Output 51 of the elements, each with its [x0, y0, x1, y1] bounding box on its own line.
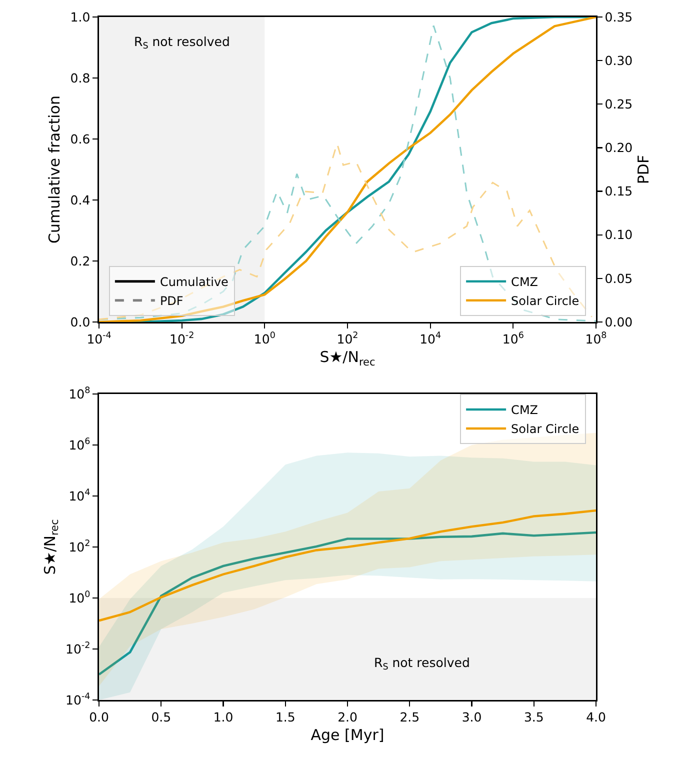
- x-tick-label: 10$^{-4}$: [86, 331, 112, 346]
- y2-tick-label: 0.15: [604, 184, 633, 199]
- y2-tick-label: 0.25: [604, 96, 633, 112]
- y2-axis-title: PDF: [634, 154, 653, 184]
- y-tick-label: 10$^{2}$: [68, 539, 90, 554]
- x-tick-label: 2.5: [400, 709, 420, 724]
- legend-label: Solar Circle: [511, 422, 580, 436]
- x-tick-label: 1.0: [213, 709, 234, 724]
- y2-tick-label: 0.20: [604, 140, 633, 156]
- y-tick-label: 0.2: [70, 253, 90, 268]
- y-tick-label: 10$^{0}$: [68, 590, 90, 606]
- x-tick-label: 10$^{2}$: [336, 331, 358, 346]
- y-axis-title: Cumulative fraction: [46, 95, 64, 244]
- legend-label: Solar Circle: [511, 294, 580, 308]
- x-tick-label: 10$^{6}$: [502, 331, 524, 346]
- y-tick-label: 0.8: [70, 70, 90, 86]
- y2-tick-label: 0.30: [604, 52, 633, 68]
- x-tick-label: 10$^{4}$: [420, 331, 442, 346]
- y-tick-label: 10$^{8}$: [68, 386, 90, 402]
- y2-tick-label: 0.10: [604, 227, 633, 242]
- x-tick-label: 2.0: [338, 709, 358, 724]
- x-tick-label: 0.5: [151, 709, 172, 724]
- legend-label: Cumulative: [160, 275, 228, 290]
- x-tick-label: 10$^{-2}$: [170, 331, 194, 346]
- x-tick-label: 1.5: [275, 709, 296, 724]
- band-label: R$_{S}$ not resolved: [134, 34, 230, 52]
- x-tick-label: 3.5: [524, 709, 544, 724]
- y-tick-label: 1.0: [70, 9, 90, 24]
- x-tick-label: 0.0: [89, 709, 109, 724]
- band-label: R$_{S}$ not resolved: [374, 655, 470, 673]
- y-tick-label: 10$^{6}$: [68, 437, 91, 452]
- legend-label: CMZ: [511, 403, 538, 418]
- y-tick-label: 10$^{-4}$: [66, 692, 91, 708]
- x-axis-title: Age [Myr]: [310, 726, 384, 744]
- y2-tick-label: 0.05: [604, 270, 633, 286]
- x-tick-label: 4.0: [586, 709, 606, 724]
- x-tick-label: 10$^{8}$: [585, 331, 607, 346]
- y-tick-label: 0.6: [70, 131, 90, 146]
- y-tick-label: 0.0: [70, 314, 90, 330]
- x-axis-title: S★/N$_{rec}$: [320, 348, 376, 368]
- legend-label: CMZ: [511, 275, 538, 290]
- y-tick-label: 10$^{-2}$: [66, 641, 90, 656]
- line-series: [99, 531, 596, 676]
- y-tick-label: 0.4: [70, 192, 90, 208]
- x-tick-label: 10$^{0}$: [254, 331, 276, 346]
- y-tick-label: 10$^{4}$: [68, 488, 91, 504]
- line-series: [99, 509, 596, 622]
- x-tick-label: 3.0: [462, 709, 482, 724]
- y2-tick-label: 0.00: [604, 314, 633, 330]
- legend-label: PDF: [160, 294, 184, 308]
- y2-tick-label: 0.35: [604, 9, 633, 24]
